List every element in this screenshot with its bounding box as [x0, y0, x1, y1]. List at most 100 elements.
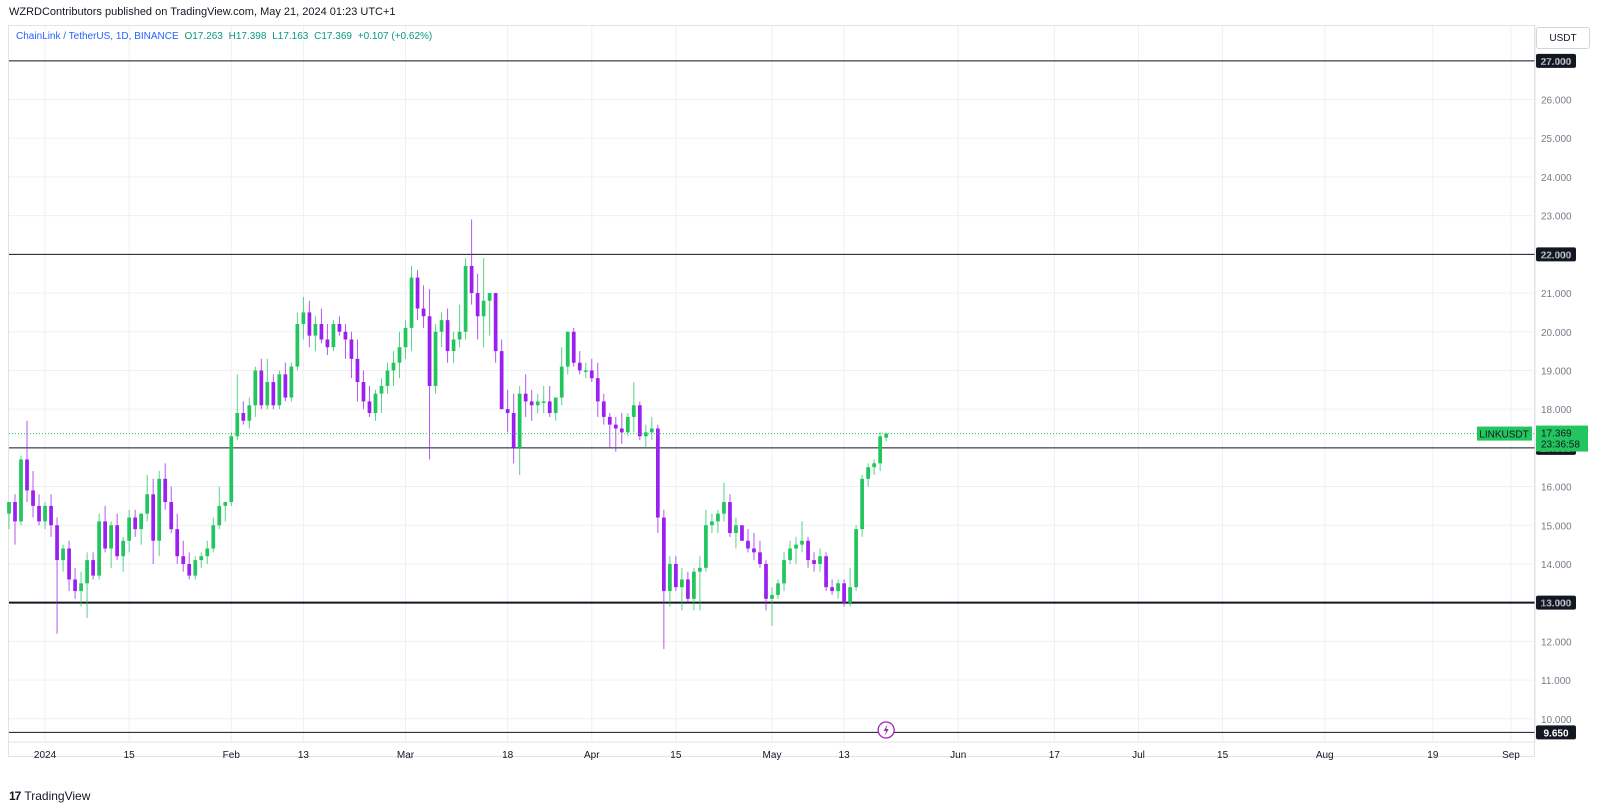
- candle: [746, 529, 750, 553]
- candle: [499, 339, 504, 410]
- candle-body: [445, 320, 450, 352]
- level-tag-label: 27.000: [1541, 57, 1572, 68]
- candle: [19, 455, 23, 526]
- candle: [55, 517, 59, 634]
- x-tick-label: Apr: [584, 750, 600, 761]
- candle: [397, 331, 402, 379]
- candle-body: [854, 529, 858, 588]
- candle: [361, 370, 366, 410]
- candle-body: [187, 563, 192, 576]
- candle-body: [439, 320, 444, 332]
- y-tick-label: 11.000: [1541, 676, 1571, 687]
- candle: [355, 339, 360, 402]
- tradingview-brand[interactable]: 17 TradingView: [9, 789, 90, 803]
- x-tick-label: 13: [839, 750, 851, 761]
- candle: [157, 471, 162, 557]
- candle-body: [379, 385, 384, 394]
- candle: [253, 366, 258, 417]
- y-tick-label: 10.000: [1541, 715, 1572, 726]
- candle-body: [151, 494, 156, 541]
- candle-body: [157, 478, 162, 541]
- candle-body: [229, 436, 234, 503]
- candle: [151, 478, 156, 564]
- candle-body: [349, 339, 354, 359]
- candle: [187, 552, 192, 580]
- candle: [259, 358, 264, 410]
- candle-body: [175, 529, 180, 557]
- candle: [163, 463, 168, 510]
- candle-body: [409, 277, 414, 328]
- candle: [73, 567, 77, 599]
- candle: [565, 331, 570, 375]
- x-tick-label: Jun: [950, 750, 966, 761]
- x-tick-label: May: [763, 750, 782, 761]
- candle: [734, 517, 738, 549]
- candle: [373, 389, 378, 421]
- candle-body: [884, 433, 889, 438]
- candle-body: [746, 540, 750, 549]
- candle-body: [613, 424, 618, 429]
- chart-grid: [9, 26, 1535, 742]
- candle-body: [73, 579, 77, 592]
- candle: [541, 385, 546, 414]
- candle: [643, 424, 648, 448]
- candle: [283, 362, 288, 402]
- candle-body: [7, 502, 11, 514]
- x-tick-label: 15: [670, 750, 682, 761]
- last-price-tag: [1536, 425, 1588, 452]
- candle: [788, 540, 792, 564]
- candle: [655, 424, 660, 534]
- candle: [764, 560, 768, 611]
- candle-body: [493, 293, 498, 352]
- candle-body: [878, 436, 883, 464]
- candle-body: [830, 587, 834, 592]
- candle-body: [511, 413, 516, 448]
- candle-body: [595, 378, 600, 402]
- candle-body: [325, 339, 330, 348]
- currency-selector[interactable]: USDT: [1536, 27, 1590, 49]
- candle-body: [55, 525, 59, 561]
- candle: [325, 324, 330, 355]
- candle: [217, 486, 222, 530]
- candle: [475, 273, 480, 340]
- candle: [842, 579, 846, 607]
- legend-symbol[interactable]: ChainLink / TetherUS, 1D, BINANCE: [16, 31, 179, 42]
- level-tag-label: 13.000: [1541, 599, 1572, 610]
- candle: [637, 401, 642, 441]
- y-tick-label: 20.000: [1541, 328, 1572, 339]
- candle: [169, 486, 174, 534]
- candle: [49, 494, 53, 537]
- candle: [175, 513, 180, 564]
- legend-open: O17.263: [184, 31, 223, 42]
- tradingview-logo-icon: 17: [9, 789, 21, 803]
- candle: [487, 293, 492, 336]
- candle-body: [800, 540, 804, 545]
- level-tag-label: 9.650: [1543, 728, 1568, 739]
- x-tick-label: Jul: [1132, 750, 1145, 761]
- candle-body: [121, 540, 126, 557]
- candle-body: [259, 370, 264, 406]
- x-tick-label: 13: [298, 750, 310, 761]
- candle: [722, 482, 726, 522]
- y-tick-label: 21.000: [1541, 289, 1572, 300]
- candle: [121, 536, 126, 572]
- candle-body: [523, 393, 528, 402]
- price-axis: 10.000 11.000 12.000 13.000 14.000 15.000 16.0…: [1534, 26, 1572, 742]
- candle: [103, 505, 107, 553]
- candle: [439, 312, 444, 348]
- candle-body: [127, 517, 132, 541]
- candle: [740, 525, 744, 541]
- candle-body: [481, 300, 486, 317]
- candle-body: [415, 277, 420, 309]
- candle: [343, 324, 348, 359]
- candle: [728, 494, 732, 537]
- candle-body: [85, 560, 89, 584]
- candle: [337, 316, 342, 336]
- publish-info: WZRDContributors published on TradingVie…: [9, 6, 396, 18]
- candle: [625, 413, 630, 437]
- legend-low: L17.163: [272, 31, 309, 42]
- candle-body: [223, 502, 228, 506]
- candle-body: [205, 548, 210, 557]
